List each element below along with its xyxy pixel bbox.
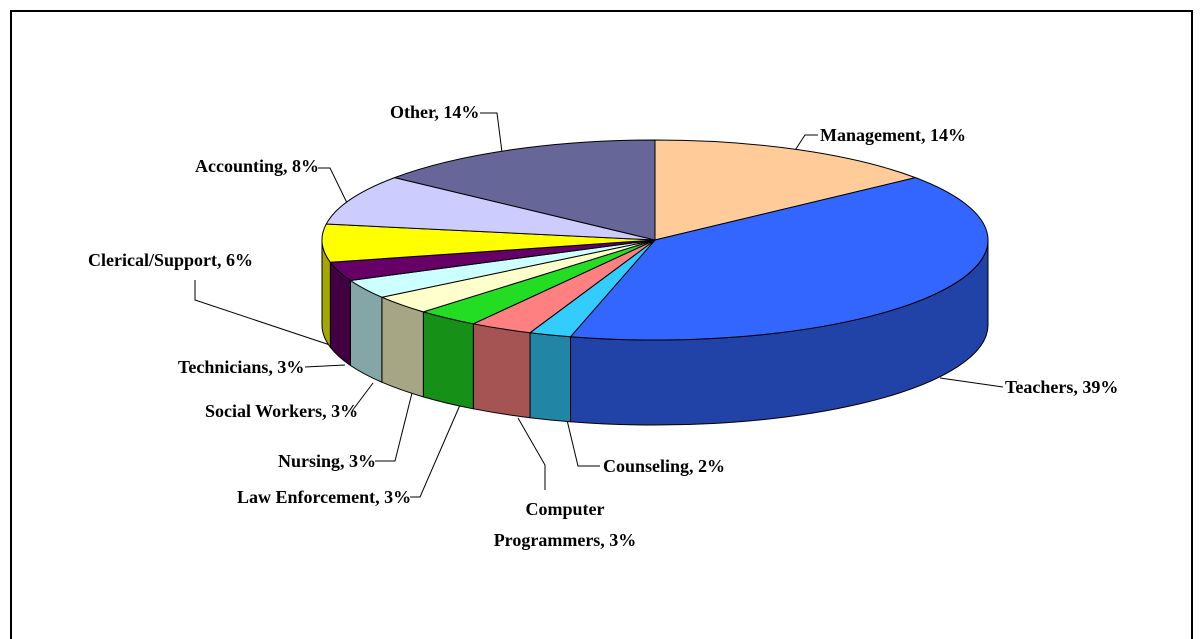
- slice-label: Nursing, 3%: [278, 450, 377, 471]
- leader-line: [410, 404, 461, 498]
- leader-line: [517, 417, 546, 490]
- slice-label: Management, 14%: [820, 124, 966, 145]
- leader-line: [939, 377, 1004, 388]
- pie-slice: [325, 177, 656, 241]
- leader-line: [480, 112, 504, 161]
- leader-line: [318, 167, 349, 206]
- pie-slice-side: [350, 279, 383, 383]
- pie-slice-side: [472, 323, 531, 419]
- slice-label: Law Enforcement, 3%: [237, 486, 412, 507]
- leader-line: [304, 364, 346, 368]
- slice-label: Technicians, 3%: [178, 356, 305, 377]
- slice-label: Accounting, 8%: [195, 155, 320, 176]
- leader-line: [351, 382, 374, 412]
- slice-label: Counseling, 2%: [603, 455, 726, 476]
- pie-slice: [321, 223, 656, 263]
- pie-slice: [654, 139, 918, 241]
- pie-tops: [321, 139, 989, 341]
- slice-label: Other, 14%: [390, 101, 480, 122]
- pie-slice-side: [529, 332, 572, 423]
- leader-line: [194, 280, 331, 346]
- pie-sides: [321, 239, 989, 426]
- leader-line: [566, 419, 600, 467]
- leader-line: [375, 392, 413, 462]
- leader-lines: [194, 112, 1004, 498]
- slice-label: Social Workers, 3%: [205, 400, 359, 421]
- pie-slice: [392, 139, 656, 241]
- pie-slice: [569, 177, 989, 341]
- pie-slice-side: [422, 311, 474, 410]
- slice-label: Teachers, 39%: [1005, 376, 1119, 397]
- slice-label: Computer Programmers, 3%: [493, 499, 637, 550]
- slice-label: Clerical/Support, 6%: [88, 249, 253, 270]
- pie-slice-side: [381, 296, 424, 398]
